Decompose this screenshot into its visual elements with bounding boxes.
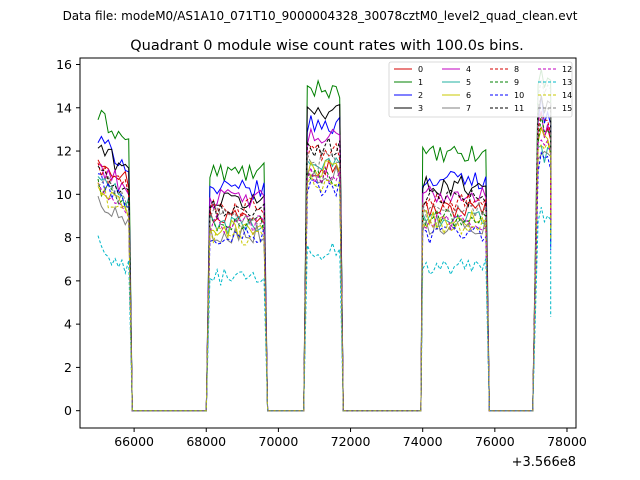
x-axis: 66000 68000 70000 72000 74000 76000 78000: [114, 428, 587, 449]
y-tick-label: 10: [56, 187, 72, 202]
legend-label: 13: [562, 78, 572, 87]
axes-frame: [79, 57, 577, 429]
legend-label: 0: [418, 65, 423, 74]
y-tick-label: 4: [64, 317, 72, 332]
legend-label: 3: [418, 104, 423, 113]
legend-label: 4: [466, 65, 471, 74]
x-tick-label: 68000: [186, 434, 226, 449]
legend-label: 15: [562, 104, 572, 113]
legend-label: 1: [418, 78, 423, 87]
legend-label: 5: [466, 78, 471, 87]
x-tick-label: 74000: [403, 434, 443, 449]
x-tick-label: 78000: [547, 434, 587, 449]
series-layer: [97, 69, 552, 412]
x-offset-label: +3.566e8: [512, 455, 576, 470]
y-tick-label: 12: [56, 144, 72, 159]
legend-label: 2: [418, 91, 423, 100]
y-tick-label: 14: [56, 100, 72, 115]
legend-label: 8: [514, 65, 519, 74]
x-tick-label: 72000: [331, 434, 371, 449]
series-line-9: [97, 115, 552, 412]
legend-label: 10: [514, 91, 524, 100]
y-tick-label: 16: [56, 57, 72, 72]
legend-label: 14: [562, 91, 572, 100]
figure-supertitle: Data file: modeM0/AS1A10_071T10_90000043…: [63, 9, 578, 23]
x-tick-label: 76000: [475, 434, 515, 449]
y-tick-label: 8: [64, 230, 72, 245]
legend-label: 12: [562, 65, 572, 74]
series-line-14: [97, 140, 552, 412]
legend-box: [388, 61, 573, 118]
legend-label: 9: [514, 78, 519, 87]
chart-title: Quadrant 0 module wise count rates with …: [130, 38, 524, 54]
y-tick-label: 2: [64, 360, 72, 375]
plot-area: 66000 68000 70000 72000 74000 76000 78000 0 2 4 6…: [56, 57, 587, 470]
legend-label: 7: [466, 104, 471, 113]
y-tick-label: 6: [64, 273, 72, 288]
x-tick-label: 66000: [114, 434, 154, 449]
y-axis: 0 2 4 6 8 10 12 14 16: [56, 57, 80, 418]
x-tick-label: 70000: [259, 434, 299, 449]
legend-label: 6: [466, 91, 471, 100]
y-tick-label: 0: [64, 403, 72, 418]
legend-label: 11: [514, 104, 524, 113]
